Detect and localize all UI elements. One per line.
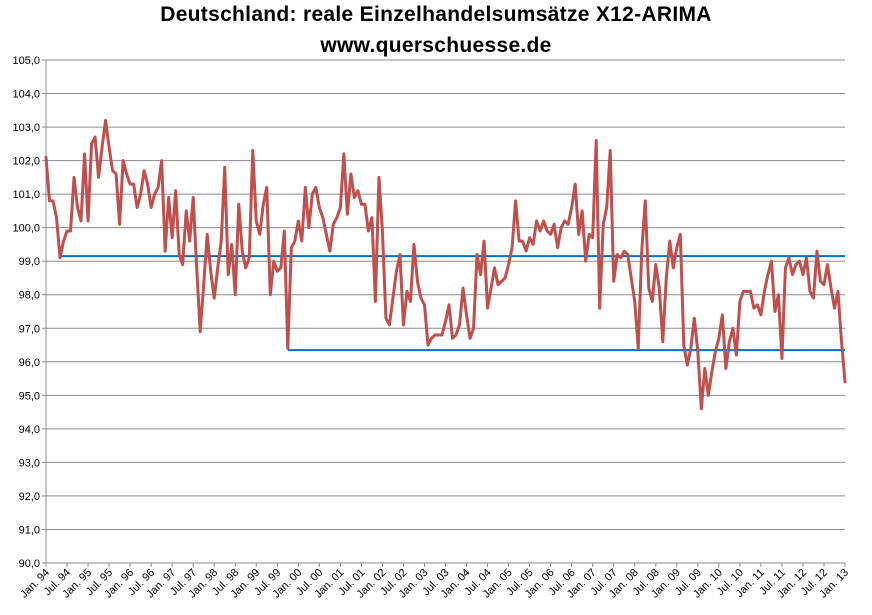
y-tick-label: 100,0 <box>12 223 40 235</box>
y-tick-label: 102,0 <box>12 156 40 168</box>
gridlines <box>46 59 845 564</box>
y-tick-label: 91,0 <box>19 524 40 536</box>
y-tick-label: 92,0 <box>19 491 40 503</box>
y-tick-label: 95,0 <box>19 390 40 402</box>
y-tick-label: 101,0 <box>12 189 40 201</box>
y-tick-label: 97,0 <box>19 323 40 335</box>
y-tick-label: 94,0 <box>19 424 40 436</box>
y-tick-label: 93,0 <box>19 457 40 469</box>
y-tick-label: 96,0 <box>19 357 40 369</box>
retail-sales-line <box>44 118 847 411</box>
y-tick-label: 105,0 <box>12 55 40 67</box>
y-tick-label: 90,0 <box>19 558 40 570</box>
y-tick-label: 99,0 <box>19 256 40 268</box>
chart-subtitle: www.querschuesse.de <box>320 34 552 57</box>
y-axis-tick-labels: 90,0 91,0 92,0 93,0 94,0 95,0 96,0 97,0 98,0 99,0… <box>12 55 40 570</box>
series-lines <box>44 118 847 411</box>
y-tick-label: 103,0 <box>12 122 40 134</box>
reference-lines <box>60 255 845 352</box>
axes <box>42 59 846 567</box>
y-tick-label: 104,0 <box>12 89 40 101</box>
y-tick-label: 98,0 <box>19 290 40 302</box>
chart-title: Deutschland: reale Einzelhandelsumsätze … <box>160 3 712 26</box>
